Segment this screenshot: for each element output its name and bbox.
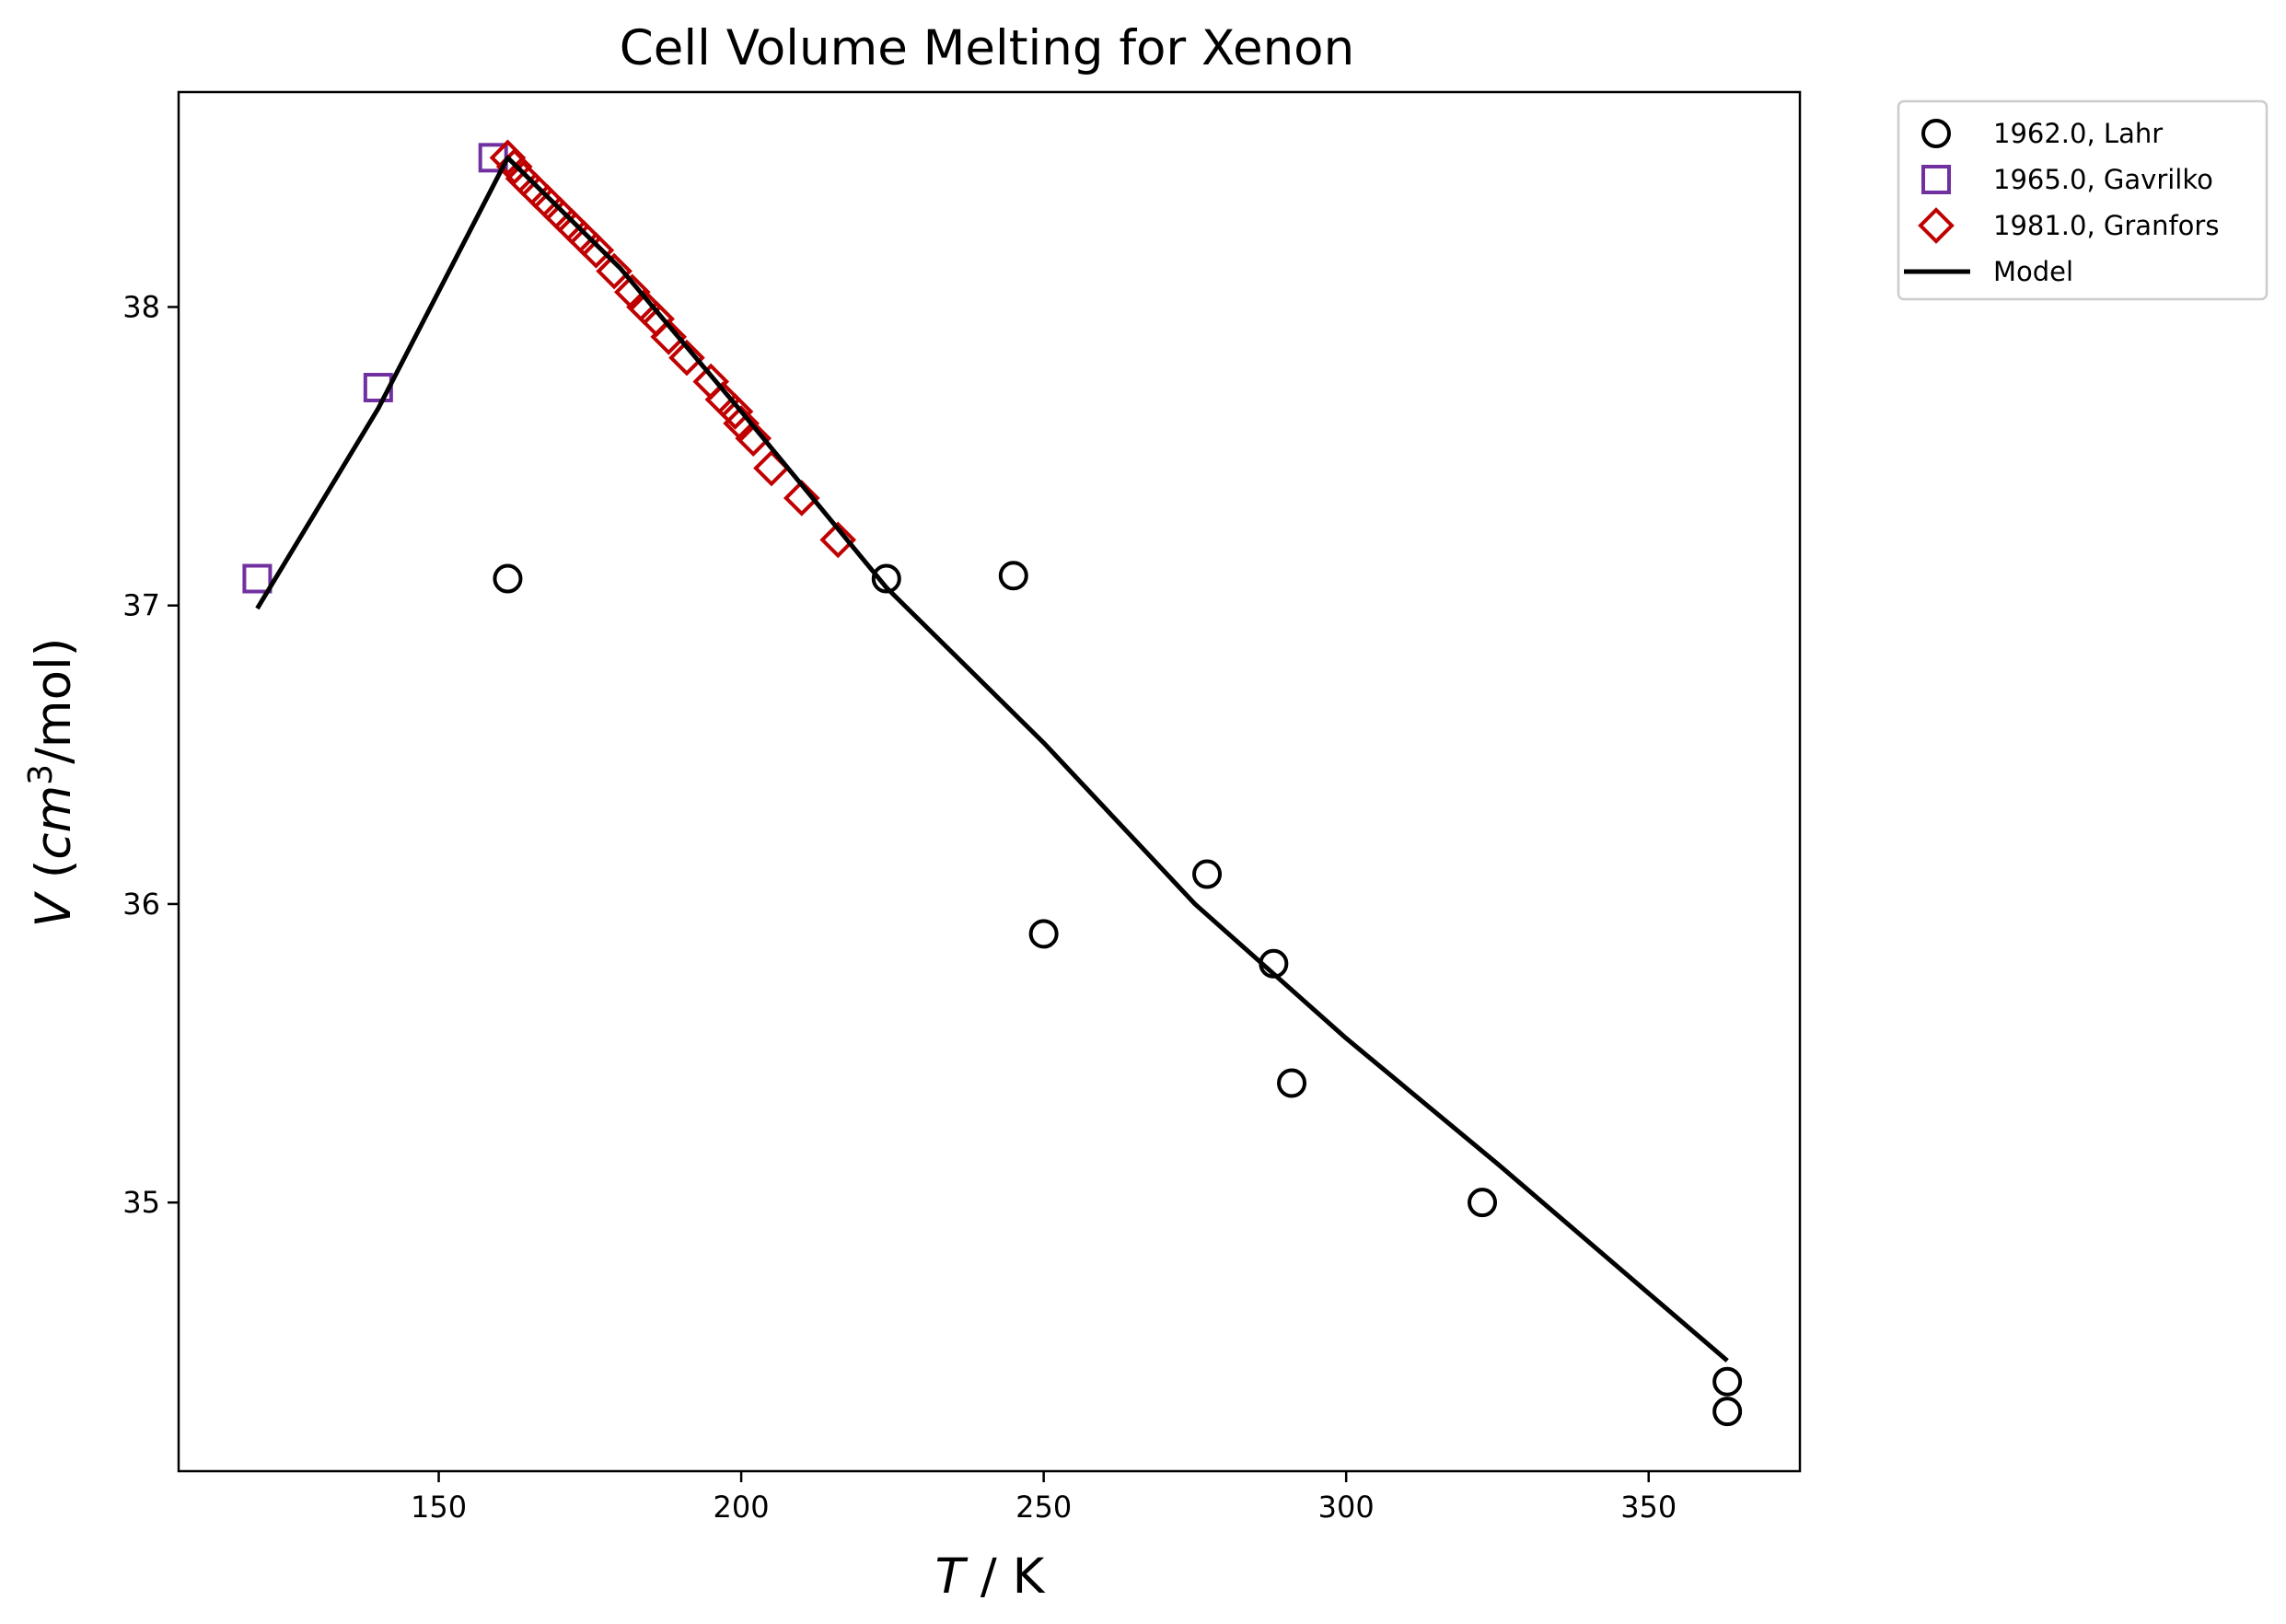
model-line [255, 155, 1729, 1363]
y-axis-label-symbol: V [26, 890, 82, 927]
diamond-point [668, 339, 705, 377]
diamond-point [735, 420, 772, 457]
x-axis-label-symbol: T [935, 1549, 969, 1605]
diamond-point [596, 252, 632, 290]
plot-layer [242, 139, 1743, 1427]
x-tick-label: 350 [1620, 1490, 1677, 1525]
y-axis-label-exponent: 3 [22, 764, 60, 785]
circle-point [998, 561, 1028, 591]
legend-label: 1981.0, Granfors [1993, 210, 2219, 241]
circle-point [1277, 1068, 1307, 1098]
y-tick-label: 35 [122, 1185, 160, 1220]
y-axis-label: V (cm3/mol) [22, 638, 82, 928]
diamond-point [716, 393, 754, 430]
y-axis-label-close: /mol) [26, 638, 82, 764]
square-point [242, 563, 273, 594]
circle-point [1712, 1397, 1743, 1427]
diamond-point [650, 319, 688, 355]
y-tick-label: 36 [122, 887, 160, 922]
legend-square-swatch [1921, 165, 1951, 194]
diamond-point [819, 521, 857, 559]
legend: 1962.0, Lahr 1965.0, Gavrilko 1981.0, Gran… [1897, 99, 2269, 301]
x-axis-label: T / K [935, 1549, 1046, 1605]
series-2 [489, 139, 857, 559]
diamond-point [753, 449, 790, 487]
x-tick-label: 150 [411, 1490, 467, 1525]
circle-point [1192, 859, 1223, 889]
circle-point [493, 563, 523, 594]
legend-label: 1962.0, Lahr [1993, 118, 2163, 149]
circle-point [1028, 919, 1059, 949]
y-axis-label-unit: cm [26, 785, 82, 860]
x-tick-label: 250 [1015, 1490, 1072, 1525]
series-1 [242, 143, 508, 594]
x-tick-label: 300 [1318, 1490, 1375, 1525]
diamond-point [723, 405, 760, 442]
circle-point [1468, 1188, 1498, 1218]
y-ticks: 35 36 37 38 [122, 289, 179, 1220]
x-ticks: 150 200 250 300 350 [411, 1471, 1677, 1525]
diamond-point [783, 480, 820, 516]
plot-frame [177, 90, 1802, 1473]
x-axis-label-unit: / K [965, 1549, 1046, 1605]
chart-title: Cell Volume Melting for Xenon [620, 20, 1354, 76]
legend-box [1897, 99, 2269, 301]
series-0 [493, 561, 1743, 1427]
circle-point [871, 563, 901, 594]
circle-point [1712, 1366, 1743, 1397]
diamond-point [577, 232, 615, 269]
legend-diamond-swatch [1918, 207, 1955, 244]
legend-circle-swatch [1921, 119, 1951, 148]
diamond-point [692, 363, 730, 400]
y-tick-label: 37 [122, 588, 160, 623]
y-tick-label: 38 [122, 289, 160, 324]
diamond-point [613, 273, 651, 311]
x-tick-label: 200 [714, 1490, 770, 1525]
y-axis-label-open: ( [26, 860, 82, 895]
series-3 [255, 155, 1729, 1363]
legend-label: 1965.0, Gavrilko [1993, 164, 2213, 195]
legend-label: Model [1993, 256, 2073, 287]
